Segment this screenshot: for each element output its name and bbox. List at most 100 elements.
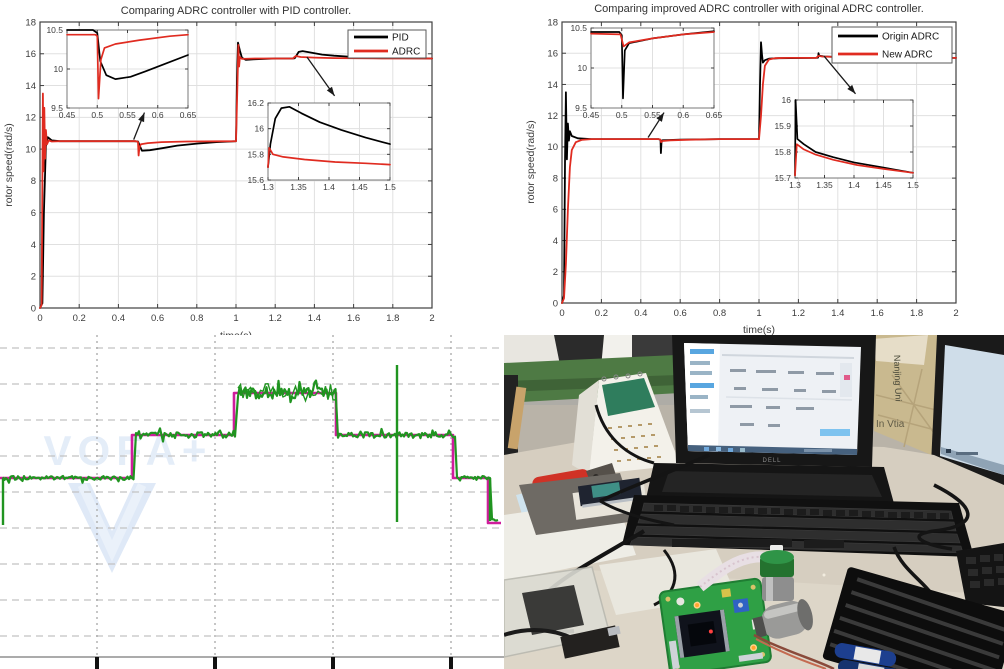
svg-text:1.8: 1.8 xyxy=(910,308,923,319)
svg-text:1: 1 xyxy=(756,308,761,319)
photo-keyboard xyxy=(622,495,974,557)
svg-text:10: 10 xyxy=(54,64,64,74)
adrc-chart-canvas: 0 0.2 0.4 0.6 0.8 1 1.2 1.4 1.6 1.8 2 0 2 4 6 8 10 12 14 16… xyxy=(525,3,959,335)
svg-text:2: 2 xyxy=(31,272,36,283)
svg-text:0.55: 0.55 xyxy=(644,110,661,120)
vofa-watermark-logo-inner xyxy=(77,483,147,562)
svg-text:18: 18 xyxy=(547,17,558,28)
svg-text:PID: PID xyxy=(392,33,409,44)
adrc-yaxis-label: rotor speed(rad/s) xyxy=(525,120,537,203)
serial-scope-plot: VOFA+ xyxy=(0,335,504,669)
svg-text:15.6: 15.6 xyxy=(247,175,264,185)
svg-text:1.6: 1.6 xyxy=(871,308,884,319)
svg-text:10.5: 10.5 xyxy=(570,23,587,33)
pid-yaxis-label: rotor speed(rad/s) xyxy=(3,123,15,206)
svg-text:0.4: 0.4 xyxy=(634,308,647,319)
svg-text:1.6: 1.6 xyxy=(347,313,360,324)
svg-text:0.5: 0.5 xyxy=(91,110,103,120)
svg-text:0.8: 0.8 xyxy=(713,308,726,319)
svg-text:1.4: 1.4 xyxy=(831,308,844,319)
photo-keyboard-2 xyxy=(956,543,1004,607)
lab-desk-photo: Nanjing Uni In Vtia xyxy=(504,335,1004,669)
svg-text:9.5: 9.5 xyxy=(51,103,63,113)
svg-text:10.5: 10.5 xyxy=(46,25,63,35)
svg-text:0.6: 0.6 xyxy=(677,110,689,120)
svg-text:0: 0 xyxy=(31,303,36,314)
svg-text:1.45: 1.45 xyxy=(875,180,892,190)
svg-text:15.7: 15.7 xyxy=(774,173,791,183)
svg-text:Origin ADRC: Origin ADRC xyxy=(882,32,939,43)
photo-motor-wires-2 xyxy=(755,638,827,669)
svg-text:1.4: 1.4 xyxy=(848,180,860,190)
adrc-chart-title: Comparing improved ADRC controller with … xyxy=(594,3,924,15)
svg-text:1.5: 1.5 xyxy=(907,180,919,190)
svg-text:10: 10 xyxy=(25,144,36,155)
svg-text:1.4: 1.4 xyxy=(323,182,335,192)
svg-text:14: 14 xyxy=(25,81,36,92)
pid-chart-title: Comparing ADRC controller with PID contr… xyxy=(121,5,351,17)
photo-motor-wires xyxy=(753,633,835,669)
svg-text:1.4: 1.4 xyxy=(308,313,321,324)
photo-encoder-motor xyxy=(760,545,794,601)
svg-text:8: 8 xyxy=(31,176,36,187)
pid-chart-canvas: 0 0.2 0.4 0.6 0.8 1 1.2 1.4 1.6 1.8 2 0 2 4 6 8 10 12 14 16… xyxy=(3,5,435,335)
svg-text:1.2: 1.2 xyxy=(792,308,805,319)
svg-text:16: 16 xyxy=(547,49,558,60)
photo-dev-board-main xyxy=(658,577,772,669)
svg-text:9.5: 9.5 xyxy=(575,103,587,113)
svg-text:12: 12 xyxy=(25,113,36,124)
svg-text:1.3: 1.3 xyxy=(789,180,801,190)
svg-text:6: 6 xyxy=(31,208,36,219)
svg-text:ADRC: ADRC xyxy=(392,47,420,58)
svg-text:0.55: 0.55 xyxy=(119,110,136,120)
laptop-brand-text: DELL xyxy=(762,458,781,464)
poster-text-invtia: In Vtia xyxy=(876,419,905,430)
chart-improved-vs-original-adrc: 0 0.2 0.4 0.6 0.8 1 1.2 1.4 1.6 1.8 2 0 2 4 6 8 10 12 14 16… xyxy=(504,0,1004,335)
svg-text:0.2: 0.2 xyxy=(73,313,86,324)
poster-text-nanjing: Nanjing Uni xyxy=(892,355,904,402)
adrc-xaxis-label: time(s) xyxy=(743,324,775,335)
svg-text:0.65: 0.65 xyxy=(706,110,723,120)
svg-text:0.6: 0.6 xyxy=(152,110,164,120)
svg-text:1.2: 1.2 xyxy=(269,313,282,324)
svg-text:0.45: 0.45 xyxy=(583,110,600,120)
svg-text:4: 4 xyxy=(553,236,558,247)
svg-text:0.65: 0.65 xyxy=(180,110,197,120)
svg-text:1.35: 1.35 xyxy=(816,180,833,190)
svg-text:1.8: 1.8 xyxy=(386,313,399,324)
photo-gear-motor xyxy=(752,599,813,639)
svg-text:16: 16 xyxy=(255,124,265,134)
pid-xaxis-label: time(s) xyxy=(220,330,252,335)
svg-text:4: 4 xyxy=(31,240,36,251)
photo-canvas: Nanjing Uni In Vtia xyxy=(504,335,1004,669)
svg-text:2: 2 xyxy=(953,308,958,319)
svg-text:0.45: 0.45 xyxy=(59,110,76,120)
svg-text:1.3: 1.3 xyxy=(262,182,274,192)
svg-text:0.6: 0.6 xyxy=(674,308,687,319)
svg-text:18: 18 xyxy=(25,17,36,28)
svg-text:2: 2 xyxy=(553,267,558,278)
svg-text:0.8: 0.8 xyxy=(190,313,203,324)
svg-text:6: 6 xyxy=(553,205,558,216)
scope-canvas: VOFA+ xyxy=(0,335,504,669)
svg-text:10: 10 xyxy=(547,142,558,153)
svg-text:0.6: 0.6 xyxy=(151,313,164,324)
svg-text:1: 1 xyxy=(233,313,238,324)
svg-text:1.45: 1.45 xyxy=(351,182,368,192)
svg-text:16: 16 xyxy=(782,95,792,105)
svg-text:15.9: 15.9 xyxy=(774,121,791,131)
svg-text:14: 14 xyxy=(547,80,558,91)
svg-text:0: 0 xyxy=(553,298,558,309)
photo-calendar xyxy=(572,371,680,475)
photo-dev-board-small xyxy=(519,473,648,535)
svg-text:16.2: 16.2 xyxy=(247,98,264,108)
svg-text:1.5: 1.5 xyxy=(384,182,396,192)
svg-text:16: 16 xyxy=(25,49,36,60)
svg-text:10: 10 xyxy=(578,63,588,73)
photo-acrylic-box xyxy=(504,566,621,659)
svg-text:0: 0 xyxy=(559,308,564,319)
chart-pid-vs-adrc: 0 0.2 0.4 0.6 0.8 1 1.2 1.4 1.6 1.8 2 0 2 4 6 8 10 12 14 16… xyxy=(0,0,504,335)
svg-text:8: 8 xyxy=(553,173,558,184)
svg-text:0.5: 0.5 xyxy=(616,110,628,120)
